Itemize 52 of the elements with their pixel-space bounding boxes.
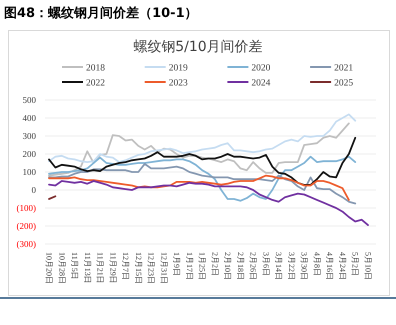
x-tick-label: 1月25日	[198, 252, 207, 280]
line-series	[48, 156, 356, 202]
legend-label: 2022	[86, 78, 106, 88]
x-tick-label: 1月9日	[172, 252, 182, 276]
x-tick-label: 2月10日	[223, 252, 232, 280]
x-tick-label: 1月17日	[184, 252, 194, 280]
legend-label: 2018	[86, 64, 106, 74]
line-series	[48, 174, 350, 201]
x-tick-label: 12月7日	[121, 252, 130, 280]
x-tick-label: 11月5日	[70, 252, 80, 280]
x-tick-label: 3月30日	[300, 252, 309, 280]
chart-title: 图48：螺纹钢月间价差（10-1）	[4, 5, 198, 21]
x-tick-label: 10月28日	[57, 252, 66, 284]
x-tick-label: 5月10日	[364, 252, 372, 280]
y-tick-label: 0	[32, 185, 36, 195]
x-tick-label: 11月13日	[82, 252, 92, 284]
x-tick-label: 2月18日	[236, 252, 245, 280]
x-tick-label: 3月22日	[286, 252, 296, 280]
x-tick-label: 4月8日	[312, 252, 322, 276]
legend-label: 2021	[334, 64, 354, 74]
line-series	[48, 163, 356, 204]
y-tick-label: (100)	[16, 203, 36, 213]
legend-label: 2020	[251, 64, 271, 74]
chart-subtitle: 螺纹钢5/10月间价差	[133, 39, 263, 55]
legend-label: 2023	[168, 78, 188, 88]
x-tick-label: 4月16日	[325, 252, 334, 280]
x-tick-label: 4月24日	[338, 252, 347, 280]
x-tick-label: 2月2日	[210, 252, 220, 276]
legend-label: 2025	[334, 78, 354, 88]
y-tick-label: (300)	[16, 239, 36, 249]
x-tick-label: 3月6日	[261, 252, 270, 276]
line-series	[48, 122, 350, 176]
line-series	[48, 114, 356, 163]
x-tick-label: 11月21日	[96, 252, 105, 284]
x-tick-label: 5月2日	[350, 252, 360, 276]
legend-label: 2019	[168, 64, 188, 74]
y-tick-label: 500	[22, 95, 36, 105]
legend-label: 2024	[251, 78, 271, 88]
y-tick-label: (200)	[16, 221, 36, 231]
x-tick-label: 11月29日	[108, 252, 118, 284]
y-tick-label: 300	[22, 131, 36, 141]
x-tick-label: 12月31日	[159, 252, 168, 284]
y-tick-label: 200	[22, 149, 36, 159]
line-series	[48, 180, 369, 226]
y-tick-label: 400	[22, 113, 36, 123]
x-tick-label: 12月23日	[146, 252, 156, 284]
x-tick-label: 10月20日	[44, 252, 54, 284]
line-series	[48, 136, 356, 186]
x-tick-label: 2月26日	[248, 252, 258, 280]
y-tick-label: 100	[22, 167, 36, 177]
x-tick-label: 3月14日	[274, 252, 284, 280]
x-tick-label: 12月15日	[134, 252, 143, 284]
